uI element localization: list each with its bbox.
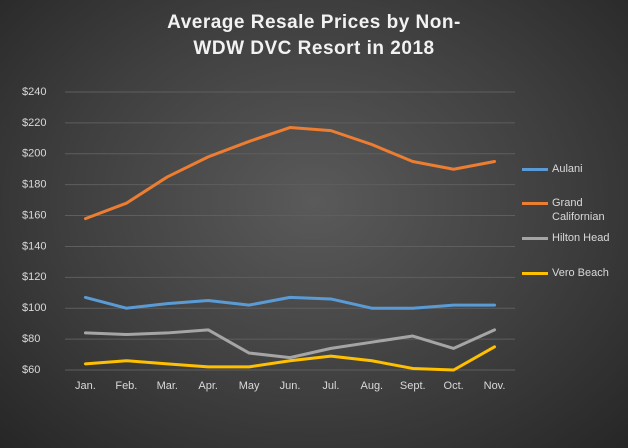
legend-label: Vero Beach (552, 267, 609, 279)
series-line (83, 345, 497, 372)
series-line (83, 295, 497, 310)
legend-label: Aulani (552, 163, 583, 175)
x-tick-label: Sept. (400, 380, 426, 392)
x-tick-label: Nov. (484, 380, 506, 392)
series-line (83, 126, 497, 221)
x-tick-label: Mar. (157, 380, 178, 392)
y-tick-label: $220 (22, 117, 46, 129)
y-tick-label: $140 (22, 240, 46, 252)
x-tick-label: Oct. (444, 380, 464, 392)
y-tick-label: $180 (22, 179, 46, 191)
x-tick-label: Aug. (360, 380, 383, 392)
y-tick-label: $100 (22, 302, 46, 314)
chart-title: Average Resale Prices by Non-WDW DVC Res… (167, 12, 461, 59)
y-tick-label: $80 (22, 333, 40, 345)
legend-swatch (522, 168, 548, 171)
y-tick-label: $200 (22, 148, 46, 160)
y-tick-label: $120 (22, 271, 46, 283)
legend-label: Grand Californian (552, 197, 605, 223)
y-tick-label: $60 (22, 364, 40, 376)
x-tick-label: Jul. (322, 380, 339, 392)
x-tick-label: Apr. (198, 380, 218, 392)
legend-label: Hilton Head (552, 232, 610, 244)
x-tick-label: Jun. (280, 380, 301, 392)
legend-swatch (522, 272, 548, 275)
y-tick-label: $160 (22, 209, 46, 221)
x-tick-label: Jan. (75, 380, 96, 392)
legend-swatch (522, 237, 548, 240)
y-tick-label: $240 (22, 86, 46, 98)
series-line (83, 328, 497, 360)
x-tick-label: May (239, 380, 260, 392)
legend-swatch (522, 202, 548, 205)
x-tick-label: Feb. (115, 380, 137, 392)
